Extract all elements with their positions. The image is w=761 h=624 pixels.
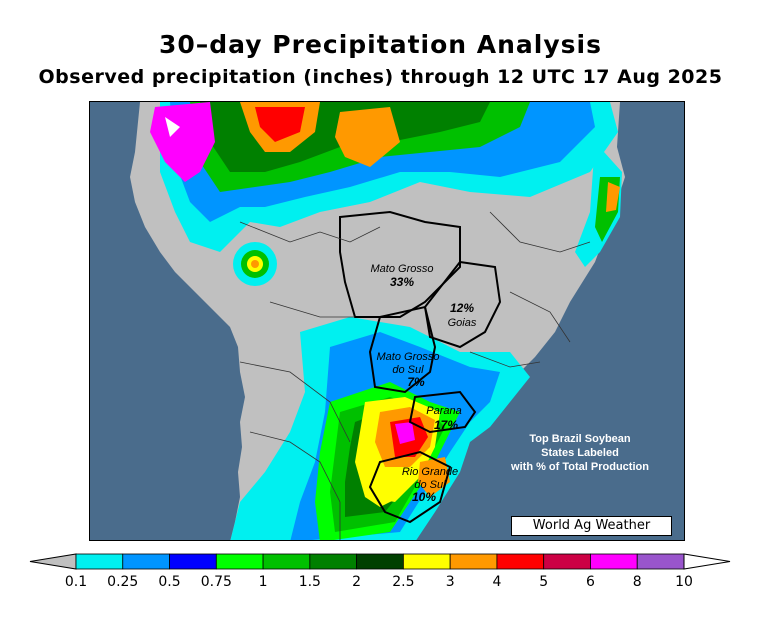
legend-tick-label: 0.25: [107, 574, 138, 590]
legend-tick-label: 0.75: [201, 574, 232, 590]
legend-ticks: 0.1 0.25 0.5 0.75 1 1.5 2 2.5 3 4 5 6 8 10: [65, 574, 693, 590]
color-legend: 0.1 0.25 0.5 0.75 1 1.5 2 2.5 3 4 5 6 8 10: [29, 553, 731, 590]
label-mato-grosso-do-sul-1: Mato Grosso: [377, 351, 440, 363]
note-line-3: with % of Total Production: [510, 461, 649, 473]
legend-swatch: [636, 553, 685, 570]
credit-label: World Ag Weather: [511, 516, 672, 536]
legend-tick-label: 4: [492, 574, 501, 590]
legend-swatch: [402, 553, 451, 570]
border-rio-grande-do-sul: [368, 450, 452, 524]
note-line-2: States Labeled: [541, 447, 619, 459]
border-parana: [408, 390, 477, 434]
state-labels: Mato Grosso 33% 12% Goias Mato Grosso do…: [371, 263, 477, 504]
label-rio-grande-do-sul-2: do Sul: [414, 479, 446, 491]
note-line-1: Top Brazil Soybean: [529, 433, 631, 445]
legend-tick-label: 6: [586, 574, 595, 590]
legend-swatch: [75, 553, 124, 570]
label-goias: Goias: [448, 317, 477, 329]
precipitation-map: Mato Grosso 33% 12% Goias Mato Grosso do…: [89, 101, 685, 541]
map-title: 30–day Precipitation Analysis: [159, 30, 602, 59]
legend-swatch: [215, 553, 264, 570]
legend-below-arrow: [29, 553, 77, 570]
state-borders: [339, 210, 502, 524]
pct-mato-grosso-do-sul: 7%: [407, 375, 425, 389]
legend-swatch: [449, 553, 498, 570]
precip-east-coast: [575, 142, 622, 267]
legend-tick-label: 0.1: [65, 574, 87, 590]
label-parana: Parana: [426, 405, 461, 417]
legend-tick-label: 3: [446, 574, 455, 590]
legend-tick-label: 1: [259, 574, 268, 590]
pct-goias: 12%: [450, 301, 474, 315]
legend-above-arrow: [683, 553, 731, 570]
label-mato-grosso: Mato Grosso: [371, 263, 434, 275]
border-mato-grosso: [339, 210, 461, 318]
country-borders: [239, 211, 591, 540]
legend-tick-label: 1.5: [299, 574, 321, 590]
legend-bar: [29, 553, 731, 570]
legend-tick-label: 10: [675, 574, 693, 590]
pct-rio-grande-do-sul: 10%: [412, 490, 436, 504]
legend-swatch: [122, 553, 170, 570]
legend-swatch: [496, 553, 545, 570]
map-subtitle: Observed precipitation (inches) through …: [38, 66, 723, 88]
legend-swatch: [543, 553, 591, 570]
label-mato-grosso-do-sul-2: do Sul: [392, 364, 424, 376]
legend-tick-label: 5: [539, 574, 548, 590]
map-canvas: Mato Grosso 33% 12% Goias Mato Grosso do…: [90, 102, 684, 540]
border-mato-grosso-do-sul: [368, 305, 437, 394]
legend-swatch: [169, 553, 217, 570]
legend-tick-label: 8: [633, 574, 642, 590]
legend-swatch: [309, 553, 358, 570]
precip-west-spot: [233, 242, 277, 286]
legend-tick-label: 2.5: [392, 574, 414, 590]
soybean-note: Top Brazil Soybean States Labeled with %…: [510, 433, 649, 473]
pct-parana: 17%: [434, 418, 458, 432]
legend-swatch: [262, 553, 311, 570]
label-rio-grande-do-sul-1: Rio Grande: [402, 466, 458, 478]
legend-swatch: [590, 553, 638, 570]
precip-south: [230, 317, 530, 540]
precip-north: [150, 102, 618, 252]
legend-swatch: [356, 553, 404, 570]
legend-tick-label: 0.5: [158, 574, 180, 590]
pct-mato-grosso: 33%: [390, 275, 414, 289]
legend-tick-label: 2: [352, 574, 361, 590]
